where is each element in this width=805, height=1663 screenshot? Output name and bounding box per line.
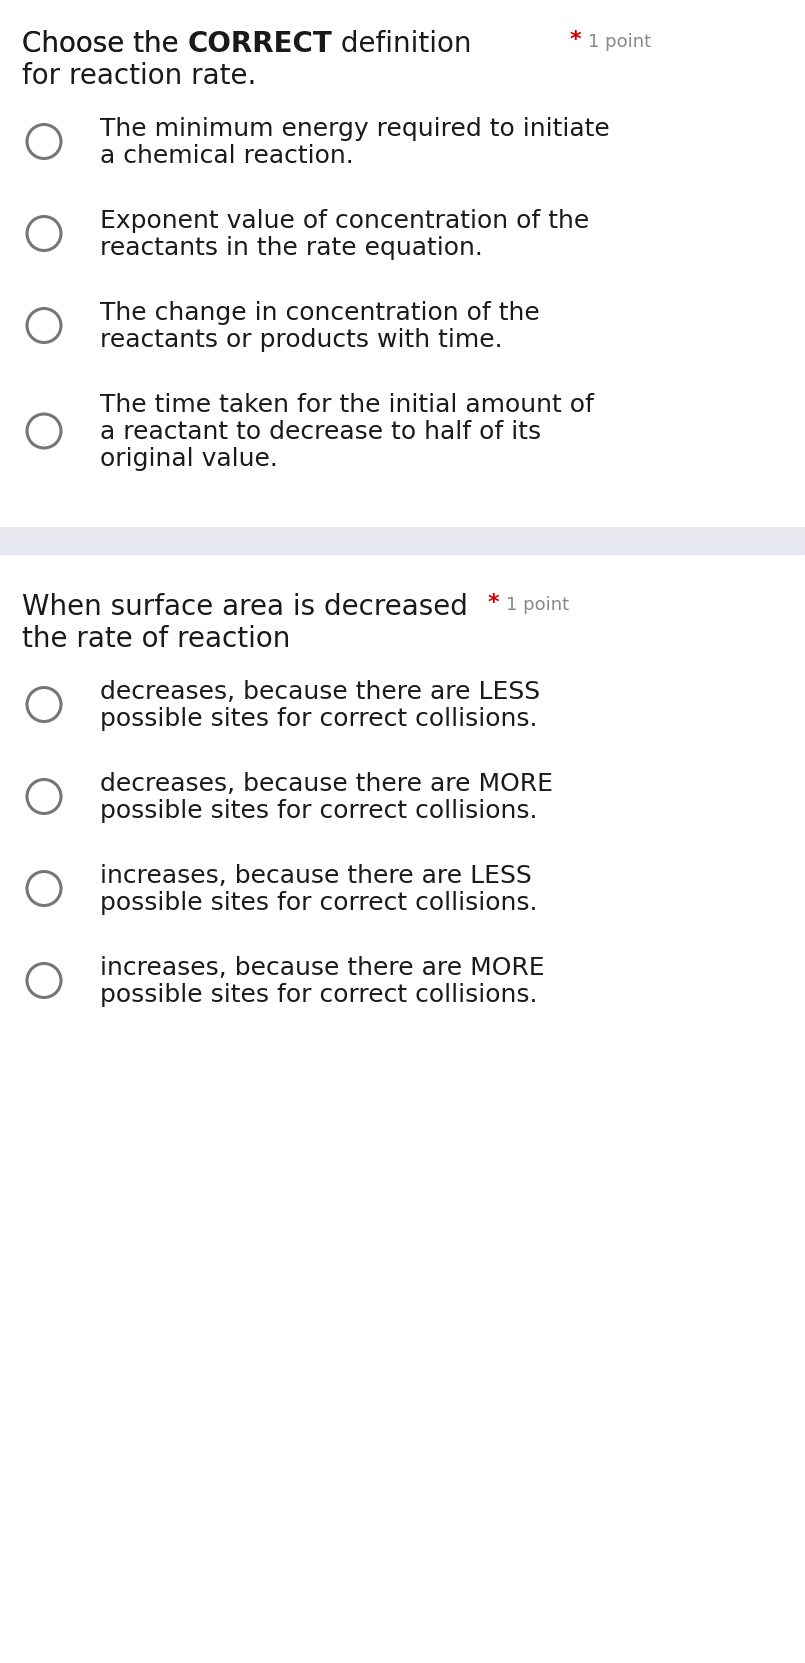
Text: 1 point: 1 point bbox=[588, 33, 651, 52]
Text: The time taken for the initial amount of: The time taken for the initial amount of bbox=[100, 392, 594, 417]
Text: increases, because there are MORE: increases, because there are MORE bbox=[100, 956, 545, 980]
Text: original value.: original value. bbox=[100, 447, 278, 471]
Text: possible sites for correct collisions.: possible sites for correct collisions. bbox=[100, 891, 538, 915]
Text: for reaction rate.: for reaction rate. bbox=[22, 62, 256, 90]
Text: a chemical reaction.: a chemical reaction. bbox=[100, 145, 353, 168]
Text: possible sites for correct collisions.: possible sites for correct collisions. bbox=[100, 983, 538, 1008]
Text: reactants or products with time.: reactants or products with time. bbox=[100, 328, 502, 353]
Text: decreases, because there are LESS: decreases, because there are LESS bbox=[100, 680, 540, 703]
Text: decreases, because there are MORE: decreases, because there are MORE bbox=[100, 772, 553, 797]
Bar bbox=[0, 527, 805, 555]
Text: Choose the: Choose the bbox=[22, 30, 188, 58]
Text: possible sites for correct collisions.: possible sites for correct collisions. bbox=[100, 798, 538, 823]
Text: Exponent value of concentration of the: Exponent value of concentration of the bbox=[100, 210, 589, 233]
Text: the rate of reaction: the rate of reaction bbox=[22, 625, 291, 654]
Text: Choose the: Choose the bbox=[22, 30, 188, 58]
Text: reactants in the rate equation.: reactants in the rate equation. bbox=[100, 236, 483, 259]
Text: a reactant to decrease to half of its: a reactant to decrease to half of its bbox=[100, 421, 541, 444]
Text: definition: definition bbox=[332, 30, 472, 58]
Text: CORRECT: CORRECT bbox=[188, 30, 332, 58]
Text: *: * bbox=[488, 594, 507, 614]
Text: The change in concentration of the: The change in concentration of the bbox=[100, 301, 539, 324]
Text: 1 point: 1 point bbox=[506, 595, 569, 614]
Text: increases, because there are LESS: increases, because there are LESS bbox=[100, 865, 532, 888]
Text: *: * bbox=[570, 30, 589, 50]
Text: The minimum energy required to initiate: The minimum energy required to initiate bbox=[100, 116, 609, 141]
Text: When surface area is decreased: When surface area is decreased bbox=[22, 594, 468, 620]
Text: possible sites for correct collisions.: possible sites for correct collisions. bbox=[100, 707, 538, 732]
